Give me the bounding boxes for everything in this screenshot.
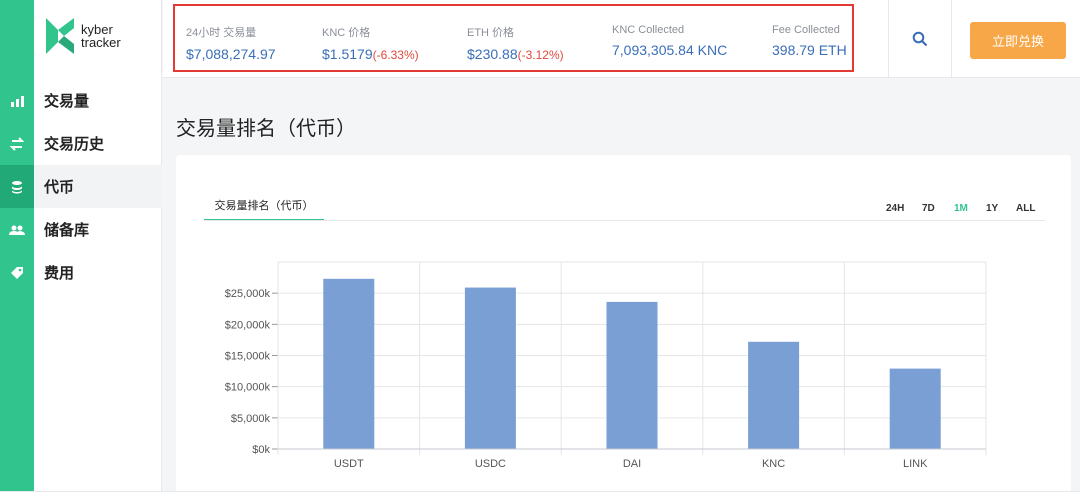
y-tick-label: $0k bbox=[252, 444, 270, 456]
stat-number: 398.79 ETH bbox=[772, 42, 847, 58]
tag-icon[interactable] bbox=[0, 251, 34, 294]
swap-now-button[interactable]: 立即兑换 bbox=[970, 22, 1066, 59]
range-all-button[interactable]: ALL bbox=[1016, 203, 1036, 214]
volume-bar-chart: $0k $5,000k $10,000k $15,000k $20,000k $25,00… bbox=[225, 261, 987, 470]
logo-text: kyber tracker bbox=[81, 23, 121, 49]
icon-rail bbox=[0, 0, 34, 501]
sidebar: kyber tracker 交易量 交易历史 代币 储备库 费用 bbox=[34, 0, 162, 491]
range-7d-button[interactable]: 7D bbox=[922, 203, 935, 214]
stat-number: $1.5179 bbox=[322, 46, 373, 62]
stat-number: $230.88 bbox=[467, 46, 518, 62]
y-tick-label: $25,000k bbox=[225, 288, 271, 300]
stat-change: (-3.12%) bbox=[517, 48, 564, 62]
sidebar-item-fees[interactable]: 费用 bbox=[34, 251, 162, 294]
stat-label: Fee Collected bbox=[772, 24, 840, 36]
stat-label: 24小时 交易量 bbox=[186, 27, 257, 39]
stat-value: 398.79 ETH bbox=[772, 42, 847, 58]
stat-value: $7,088,274.97 bbox=[186, 46, 276, 62]
sidebar-item-label: 交易量 bbox=[44, 92, 90, 110]
coins-stack-icon[interactable] bbox=[0, 165, 34, 208]
sidebar-item-volume[interactable]: 交易量 bbox=[34, 79, 162, 122]
bar-dai bbox=[606, 301, 658, 449]
y-tick-label: $15,000k bbox=[225, 351, 271, 363]
bar-link bbox=[889, 368, 941, 449]
search-icon bbox=[912, 31, 928, 47]
stat-number: 7,093,305.84 KNC bbox=[612, 42, 728, 58]
page-title: 交易量排名（代币） bbox=[176, 116, 356, 140]
y-tick-label: $20,000k bbox=[225, 319, 271, 331]
sidebar-item-label: 代币 bbox=[44, 178, 75, 196]
stat-change: (-6.33%) bbox=[372, 48, 419, 62]
y-tick-label: $10,000k bbox=[225, 382, 271, 394]
sidebar-item-label: 交易历史 bbox=[44, 135, 105, 153]
bar-usdc bbox=[464, 287, 516, 449]
sidebar-item-trade-history[interactable]: 交易历史 bbox=[34, 122, 162, 165]
range-24h-button[interactable]: 24H bbox=[886, 203, 905, 214]
bar-chart-icon[interactable] bbox=[0, 79, 34, 122]
tab-divider bbox=[204, 220, 1045, 221]
range-1y-button[interactable]: 1Y bbox=[986, 203, 999, 214]
stat-fee-collected: Fee Collected 398.79 ETH bbox=[772, 24, 847, 58]
stat-24h-volume: 24小时 交易量 $7,088,274.97 bbox=[186, 24, 276, 62]
bar-usdt bbox=[323, 278, 375, 449]
y-tick-label: $5,000k bbox=[231, 413, 271, 425]
stat-knc-collected: KNC Collected 7,093,305.84 KNC bbox=[612, 24, 727, 58]
chart-card: 交易量排名（代币） 24H 7D 1M 1Y ALL $0k $5,000k $10… bbox=[176, 155, 1071, 501]
search-button[interactable] bbox=[888, 0, 952, 78]
top-bar: 24小时 交易量 $7,088,274.97 KNC 价格 $1.5179(-6… bbox=[163, 0, 1080, 78]
logo[interactable]: kyber tracker bbox=[44, 16, 121, 56]
kyber-logo-icon bbox=[46, 18, 74, 54]
sidebar-item-reserves[interactable]: 储备库 bbox=[34, 208, 162, 251]
bar-knc bbox=[748, 341, 800, 449]
swap-arrows-icon[interactable] bbox=[0, 122, 34, 165]
stat-value: $1.5179(-6.33%) bbox=[322, 46, 419, 62]
x-tick-label: USDC bbox=[475, 458, 506, 470]
stat-knc-price: KNC 价格 $1.5179(-6.33%) bbox=[322, 24, 419, 62]
stat-eth-price: ETH 价格 $230.88(-3.12%) bbox=[467, 24, 564, 62]
stat-value: $230.88(-3.12%) bbox=[467, 46, 564, 62]
stat-label: KNC Collected bbox=[612, 24, 685, 36]
x-tick-label: USDT bbox=[334, 458, 364, 470]
stat-label: ETH 价格 bbox=[467, 27, 515, 39]
x-tick-label: LINK bbox=[903, 458, 928, 470]
stats-highlight-box: 24小时 交易量 $7,088,274.97 KNC 价格 $1.5179(-6… bbox=[173, 4, 854, 72]
sidebar-item-tokens[interactable]: 代币 bbox=[34, 165, 162, 208]
logo-line-2: tracker bbox=[81, 35, 121, 50]
stat-number: $7,088,274.97 bbox=[186, 46, 276, 62]
x-tick-label: DAI bbox=[623, 458, 641, 470]
stat-label: KNC 价格 bbox=[322, 27, 371, 39]
logo-line-1: kyber bbox=[81, 22, 113, 37]
sidebar-item-label: 储备库 bbox=[44, 221, 90, 239]
range-1m-button[interactable]: 1M bbox=[954, 203, 968, 214]
people-icon[interactable] bbox=[0, 208, 34, 251]
sidebar-item-label: 费用 bbox=[44, 264, 75, 282]
bottom-strip bbox=[0, 491, 1080, 501]
stat-value: 7,093,305.84 KNC bbox=[612, 42, 727, 58]
x-tick-label: KNC bbox=[762, 458, 785, 470]
